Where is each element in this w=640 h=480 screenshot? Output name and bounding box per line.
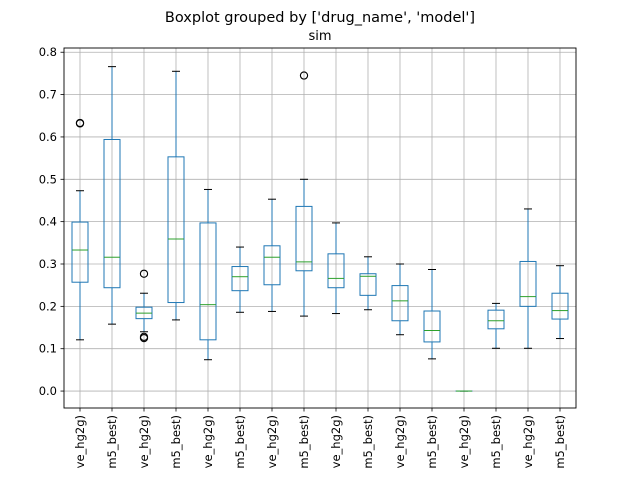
- box-iqr: [487, 309, 505, 330]
- box-group: [359, 256, 377, 311]
- box-iqr: [327, 253, 345, 289]
- boxes: [71, 66, 569, 392]
- x-tick-label: ve_hg2g): [457, 415, 471, 468]
- x-axis: ve_hg2g) m5_best) ve_hg2g) m5_best) ve_hg2g)…: [73, 408, 567, 469]
- x-tick-label: m5_best): [297, 415, 311, 469]
- box-group: [391, 263, 409, 336]
- y-axis: 0.0 0.1 0.2 0.3 0.4 0.5 0.6 0.7 0.8: [39, 45, 64, 398]
- x-tick-label: m5_best): [361, 415, 375, 469]
- box-iqr: [263, 245, 281, 286]
- outlier-point: [139, 333, 149, 343]
- box-iqr: [231, 266, 249, 292]
- box-iqr: [167, 156, 185, 304]
- x-tick-label: m5_best): [233, 415, 247, 469]
- box-group: [519, 208, 537, 349]
- y-tick-label: 0.8: [39, 45, 57, 59]
- y-tick-label: 0.0: [39, 384, 57, 398]
- chart-subtitle: sim: [308, 29, 331, 44]
- y-tick-label: 0.4: [39, 215, 57, 229]
- outlier-point: [139, 269, 149, 278]
- x-tick-label: m5_best): [553, 415, 567, 469]
- x-tick-label: ve_hg2g): [201, 415, 215, 468]
- box-group: [167, 70, 185, 321]
- x-tick-label: ve_hg2g): [73, 415, 87, 468]
- box-group: [71, 118, 89, 341]
- x-tick-label: ve_hg2g): [329, 415, 343, 468]
- box-group: [327, 222, 345, 315]
- box-iqr: [199, 222, 217, 341]
- x-tick-label: m5_best): [489, 415, 503, 469]
- box-group: [135, 269, 153, 343]
- grid: [64, 48, 576, 408]
- box-group: [199, 188, 217, 361]
- chart-title: Boxplot grouped by ['drug_name', 'model'…: [165, 10, 475, 26]
- box-group: [551, 265, 569, 340]
- box-group: [295, 71, 313, 317]
- x-tick-label: m5_best): [169, 415, 183, 469]
- x-tick-label: ve_hg2g): [137, 415, 151, 468]
- plot-frame: [63, 47, 577, 409]
- box-iqr: [551, 292, 569, 320]
- x-tick-label: m5_best): [105, 415, 119, 469]
- x-tick-label: ve_hg2g): [265, 415, 279, 468]
- y-tick-label: 0.3: [39, 257, 57, 271]
- box-group: [231, 246, 249, 313]
- y-tick-label: 0.2: [39, 299, 57, 313]
- box-iqr: [391, 285, 409, 322]
- outlier-point: [75, 119, 85, 128]
- box-iqr: [71, 221, 89, 283]
- y-tick-label: 0.6: [39, 130, 57, 144]
- box-iqr: [423, 310, 441, 343]
- box-group: [263, 198, 281, 312]
- box-iqr: [103, 138, 121, 289]
- box-iqr: [519, 260, 537, 307]
- box-iqr: [359, 273, 377, 296]
- y-tick-label: 0.7: [39, 88, 57, 102]
- outlier-point: [299, 71, 309, 80]
- x-tick-label: ve_hg2g): [521, 415, 535, 468]
- box-group: [103, 66, 121, 325]
- x-tick-label: m5_best): [425, 415, 439, 469]
- y-tick-label: 0.5: [39, 172, 57, 186]
- box-group: [423, 269, 441, 360]
- box-iqr: [295, 205, 313, 272]
- y-tick-label: 0.1: [39, 342, 57, 356]
- x-tick-label: ve_hg2g): [393, 415, 407, 468]
- box-group: [487, 302, 505, 349]
